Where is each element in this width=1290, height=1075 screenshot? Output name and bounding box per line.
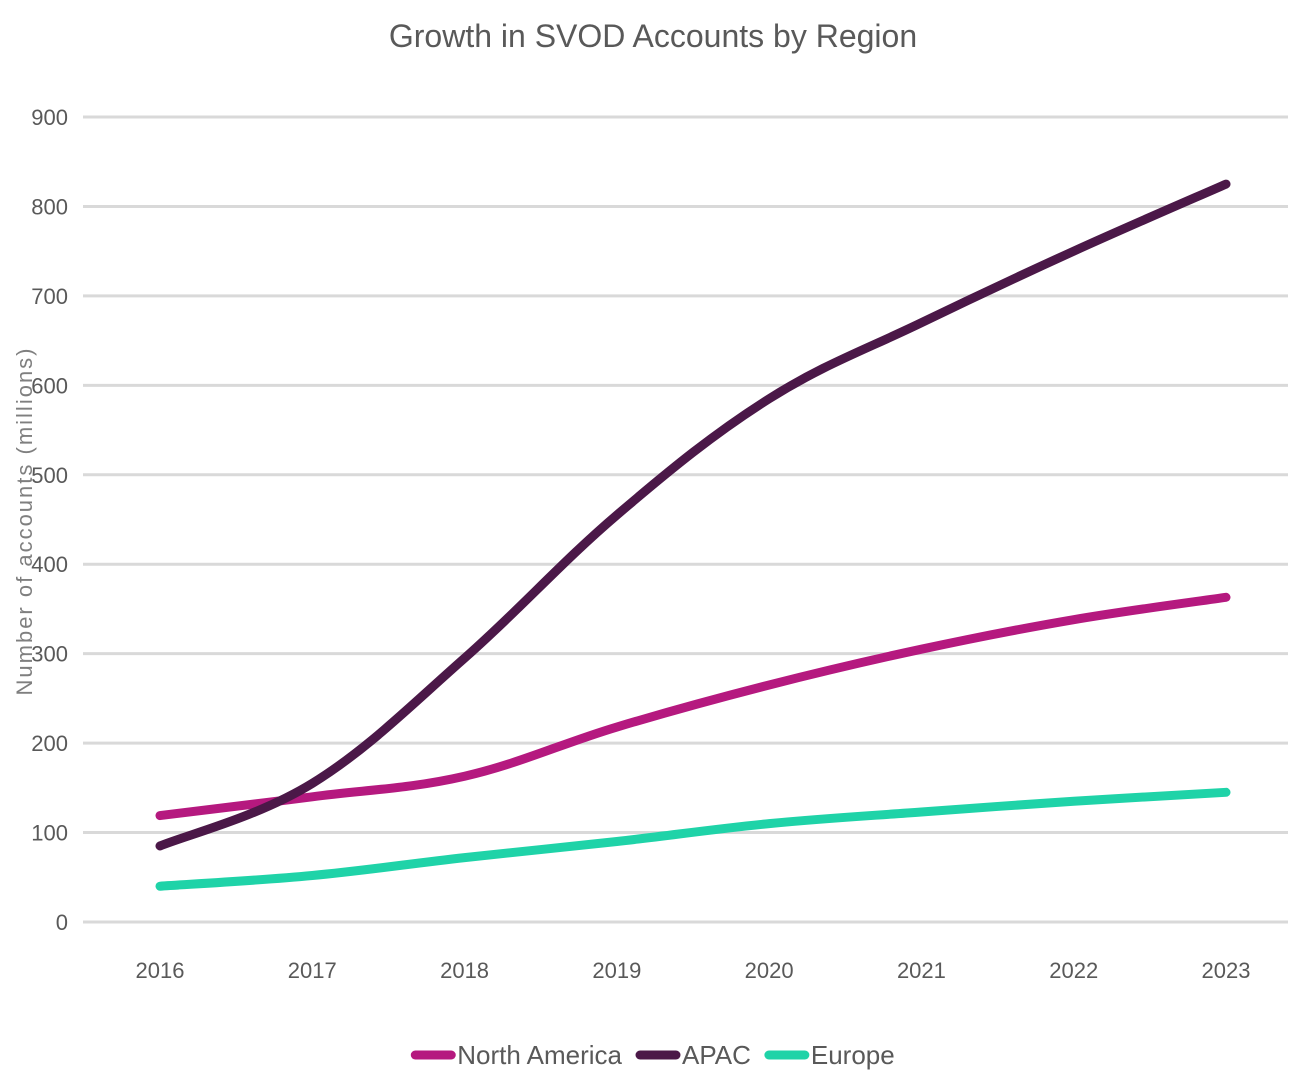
y-axis-label: Number of accounts (millions): [12, 347, 37, 696]
x-tick-label: 2022: [1049, 958, 1098, 983]
legend-label-europe: Europe: [811, 1040, 895, 1070]
legend-label-north-america: North America: [457, 1040, 622, 1070]
y-tick-label: 300: [31, 642, 68, 667]
x-axis-tick-labels: 2016 2017 2018 2019 2020 2021 2022 2023: [136, 958, 1251, 983]
x-tick-label: 2020: [745, 958, 794, 983]
y-tick-label: 200: [31, 731, 68, 756]
y-tick-label: 500: [31, 463, 68, 488]
y-tick-label: 0: [56, 910, 68, 935]
legend-label-apac: APAC: [682, 1040, 751, 1070]
gridlines: [83, 115, 1288, 924]
chart-title: Growth in SVOD Accounts by Region: [389, 18, 917, 54]
series-line-north-america: [155, 592, 1231, 821]
y-tick-label: 600: [31, 373, 68, 398]
y-tick-label: 400: [31, 552, 68, 577]
y-tick-label: 100: [31, 821, 68, 846]
series-lines: [155, 179, 1231, 891]
series-line-europe: [155, 787, 1231, 891]
x-tick-label: 2016: [136, 958, 185, 983]
y-tick-label: 900: [31, 105, 68, 130]
x-tick-label: 2018: [440, 958, 489, 983]
legend: North America APAC Europe: [410, 1040, 895, 1070]
y-axis-tick-labels: 0 100 200 300 400 500 600 700 800 900: [31, 105, 68, 935]
y-tick-label: 800: [31, 194, 68, 219]
x-tick-label: 2021: [897, 958, 946, 983]
y-tick-label: 700: [31, 284, 68, 309]
x-tick-label: 2017: [288, 958, 337, 983]
x-tick-label: 2019: [592, 958, 641, 983]
series-line-apac: [155, 179, 1231, 851]
x-tick-label: 2023: [1202, 958, 1251, 983]
